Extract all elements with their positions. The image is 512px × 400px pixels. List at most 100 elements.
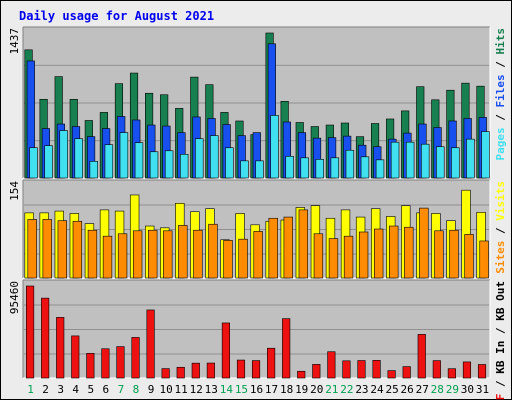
legend-entry: Visits bbox=[494, 181, 507, 221]
bar bbox=[238, 238, 248, 279]
bar bbox=[342, 360, 351, 379]
x-tick-label: 17 bbox=[265, 383, 278, 396]
bar bbox=[27, 219, 37, 279]
x-tick-label: 14 bbox=[220, 383, 234, 396]
bar bbox=[327, 351, 336, 379]
x-tick-label: 7 bbox=[118, 383, 125, 396]
bar bbox=[432, 360, 441, 379]
legend: Pages / Files / Hits bbox=[494, 28, 507, 161]
bar bbox=[466, 138, 475, 179]
bar bbox=[236, 359, 246, 379]
x-tick-label: 20 bbox=[310, 383, 323, 396]
legend-separator: / bbox=[494, 108, 507, 128]
bar bbox=[176, 366, 185, 379]
x-tick-label: 1 bbox=[27, 383, 34, 396]
bar bbox=[300, 157, 309, 179]
bar bbox=[315, 159, 324, 179]
bar bbox=[345, 149, 355, 179]
bar bbox=[42, 219, 52, 279]
bar bbox=[86, 353, 95, 379]
bar bbox=[419, 207, 429, 279]
x-tick-label: 18 bbox=[280, 383, 293, 396]
legend-entry: KB F bbox=[494, 394, 507, 400]
bar bbox=[477, 364, 487, 379]
bar bbox=[255, 160, 264, 179]
bar bbox=[372, 360, 381, 379]
bar bbox=[387, 370, 396, 379]
bar bbox=[405, 141, 415, 179]
bar bbox=[436, 146, 445, 179]
bar bbox=[221, 322, 230, 379]
bar bbox=[89, 161, 99, 179]
x-tick-label: 29 bbox=[446, 383, 459, 396]
bar bbox=[417, 334, 426, 379]
bar bbox=[404, 226, 414, 279]
bar bbox=[330, 157, 340, 179]
legend-separator: / bbox=[494, 55, 507, 75]
bar bbox=[464, 234, 474, 279]
bar bbox=[389, 225, 399, 279]
bar bbox=[72, 220, 83, 279]
bar bbox=[282, 318, 291, 379]
bar bbox=[434, 230, 444, 279]
bar bbox=[283, 216, 293, 279]
bar bbox=[285, 156, 294, 179]
bar bbox=[26, 285, 35, 379]
x-tick-label: 3 bbox=[57, 383, 64, 396]
panel-hits-files-pages: 1437 Pages / Files / Hits bbox=[8, 26, 507, 179]
bar bbox=[161, 368, 170, 379]
bar bbox=[375, 159, 385, 179]
y-max-label: 95460 bbox=[8, 281, 21, 314]
x-tick-label: 5 bbox=[87, 383, 94, 396]
bar bbox=[56, 317, 65, 379]
bar bbox=[163, 230, 173, 279]
x-tick-label: 21 bbox=[325, 383, 338, 396]
bar bbox=[253, 231, 263, 279]
bar bbox=[119, 132, 129, 179]
x-tick-label: 22 bbox=[340, 383, 353, 396]
bar bbox=[41, 297, 50, 379]
x-tick-label: 16 bbox=[250, 383, 263, 396]
legend-entry: Files bbox=[494, 74, 507, 107]
chart-title: Daily usage for August 2021 bbox=[19, 9, 214, 23]
bar bbox=[195, 138, 204, 179]
x-tick-label: 28 bbox=[431, 383, 444, 396]
legend-entry: Hits bbox=[494, 28, 507, 55]
x-tick-label: 27 bbox=[416, 383, 429, 396]
bar bbox=[208, 223, 218, 279]
bar bbox=[225, 147, 234, 179]
bar bbox=[451, 147, 460, 179]
bar bbox=[131, 337, 140, 379]
legend-separator: / bbox=[494, 374, 507, 394]
bar bbox=[29, 147, 38, 179]
bar bbox=[104, 144, 114, 179]
x-axis-labels: 1 2 3 4 5 6 7 8 9 10 11 12 13 14 15 16 17 18 19 20 21 22 23 24 2… bbox=[27, 383, 489, 396]
legend-entry: Pages bbox=[494, 127, 507, 160]
legend-separator: / bbox=[494, 321, 507, 341]
bar bbox=[146, 309, 155, 379]
bar bbox=[358, 231, 369, 279]
bar bbox=[57, 220, 67, 279]
bar bbox=[312, 364, 321, 379]
y-max-label: 1437 bbox=[8, 28, 21, 55]
bar bbox=[149, 151, 159, 179]
bar bbox=[223, 240, 233, 279]
x-tick-label: 26 bbox=[401, 383, 414, 396]
bar bbox=[210, 135, 219, 179]
bar bbox=[402, 366, 411, 379]
x-tick-label: 2 bbox=[42, 383, 49, 396]
x-tick-label: 8 bbox=[133, 383, 140, 396]
legend-entry: Sites bbox=[494, 241, 507, 274]
x-tick-label: 30 bbox=[461, 383, 474, 396]
bar bbox=[102, 235, 113, 279]
x-tick-label: 24 bbox=[370, 383, 384, 396]
bar bbox=[449, 229, 459, 279]
bar bbox=[206, 362, 215, 379]
x-tick-label: 19 bbox=[295, 383, 308, 396]
bar bbox=[101, 348, 110, 379]
bar bbox=[267, 347, 276, 379]
bar bbox=[59, 130, 68, 179]
x-tick-label: 10 bbox=[159, 383, 172, 396]
